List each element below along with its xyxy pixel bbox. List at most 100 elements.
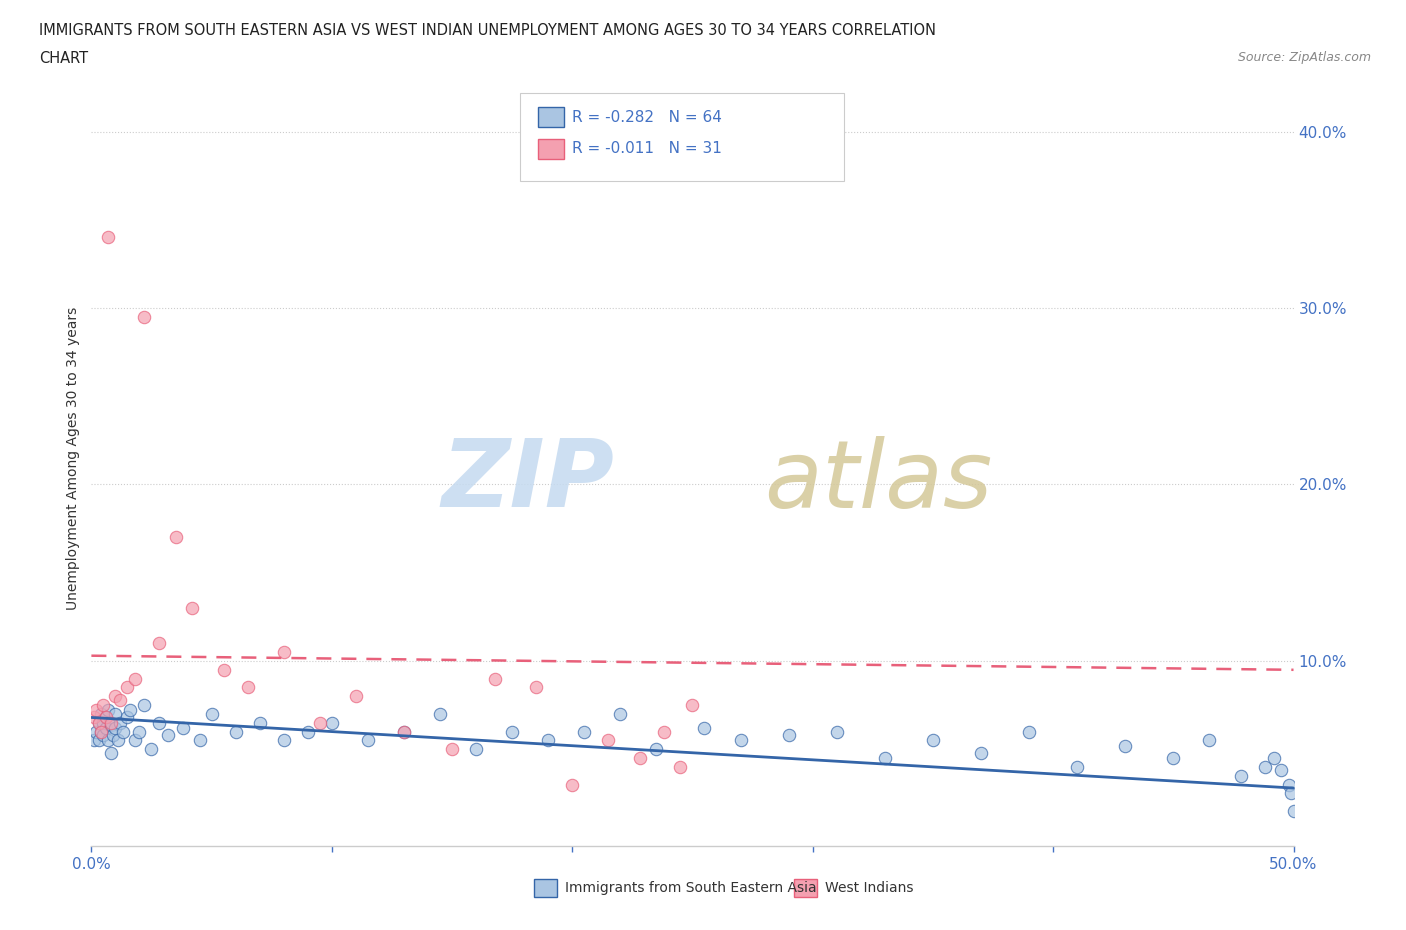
Point (84, 724, 107, 739)
Point (90, 707, 112, 722)
Text: Immigrants from South Eastern Asia: Immigrants from South Eastern Asia (565, 881, 817, 896)
Point (225, 724, 247, 739)
Point (110, 715, 132, 730)
Point (922, 733, 945, 748)
Point (970, 745, 993, 760)
Point (212, 662, 235, 677)
Point (681, 698, 703, 712)
Point (172, 721, 194, 736)
Point (107, 733, 129, 748)
Point (111, 724, 134, 739)
Point (94, 710, 117, 724)
Point (501, 724, 523, 739)
Point (134, 310, 156, 325)
Point (90, 724, 112, 739)
Point (94, 710, 117, 724)
Point (609, 707, 631, 722)
Text: ZIP: ZIP (441, 435, 614, 527)
Point (392, 724, 415, 739)
Point (669, 760, 692, 775)
Point (273, 644, 295, 659)
Point (165, 530, 187, 545)
Point (100, 745, 122, 760)
Point (93, 698, 115, 712)
Point (574, 724, 596, 739)
Point (321, 715, 343, 730)
Point (652, 724, 675, 739)
Point (524, 680, 547, 695)
Point (84, 703, 107, 718)
Point (124, 671, 146, 686)
Point (484, 671, 506, 686)
Point (1198, 733, 1220, 748)
Point (693, 721, 716, 736)
Point (1066, 760, 1088, 775)
Point (236, 680, 259, 695)
Point (201, 707, 224, 722)
Point (124, 733, 146, 748)
Point (537, 733, 560, 748)
Point (87, 715, 110, 730)
Point (628, 751, 651, 765)
Point (148, 636, 170, 651)
Text: IMMIGRANTS FROM SOUTH EASTERN ASIA VS WEST INDIAN UNEMPLOYMENT AMONG AGES 30 TO : IMMIGRANTS FROM SOUTH EASTERN ASIA VS WE… (39, 23, 936, 38)
Point (1114, 738, 1136, 753)
Point (730, 733, 752, 748)
Point (83, 710, 105, 724)
Point (90, 724, 112, 739)
Point (357, 733, 380, 748)
Point (100, 715, 122, 730)
Point (87, 733, 110, 748)
Point (104, 721, 127, 736)
Point (392, 724, 415, 739)
Text: R = -0.282   N = 64: R = -0.282 N = 64 (572, 110, 723, 125)
Text: West Indians: West Indians (825, 881, 914, 896)
Point (873, 751, 896, 765)
Text: R = -0.011   N = 31: R = -0.011 N = 31 (572, 141, 723, 156)
Point (645, 742, 668, 757)
Point (87, 715, 110, 730)
Point (157, 727, 180, 742)
Point (97, 733, 120, 748)
Point (249, 715, 271, 730)
Point (344, 689, 367, 704)
Point (93, 727, 115, 742)
Point (1278, 777, 1301, 792)
Point (101, 727, 124, 742)
Point (110, 692, 132, 707)
Point (598, 733, 620, 748)
Point (1018, 724, 1040, 739)
Point (1279, 786, 1302, 801)
Text: Source: ZipAtlas.com: Source: ZipAtlas.com (1237, 51, 1371, 64)
Point (94, 721, 117, 736)
Point (1253, 760, 1275, 775)
Point (118, 703, 141, 718)
Point (83, 733, 105, 748)
Point (561, 777, 583, 792)
Point (1270, 763, 1292, 777)
Point (1282, 804, 1305, 818)
Point (429, 707, 451, 722)
Point (825, 724, 848, 739)
Point (100, 717, 122, 732)
Point (104, 707, 127, 722)
Point (181, 601, 204, 616)
Text: atlas: atlas (765, 436, 993, 526)
Point (440, 742, 463, 757)
Point (273, 733, 295, 748)
Point (1229, 768, 1251, 783)
Y-axis label: Unemployment Among Ages 30 to 34 years: Unemployment Among Ages 30 to 34 years (66, 306, 80, 610)
Point (97, 230, 120, 245)
Point (141, 742, 163, 757)
Point (308, 715, 330, 730)
Text: CHART: CHART (39, 51, 89, 66)
Point (117, 710, 139, 724)
Point (297, 724, 319, 739)
Point (465, 742, 488, 757)
Point (148, 715, 170, 730)
Point (778, 727, 800, 742)
Point (97, 703, 120, 718)
Point (188, 733, 211, 748)
Point (1263, 751, 1285, 765)
Point (134, 698, 156, 712)
